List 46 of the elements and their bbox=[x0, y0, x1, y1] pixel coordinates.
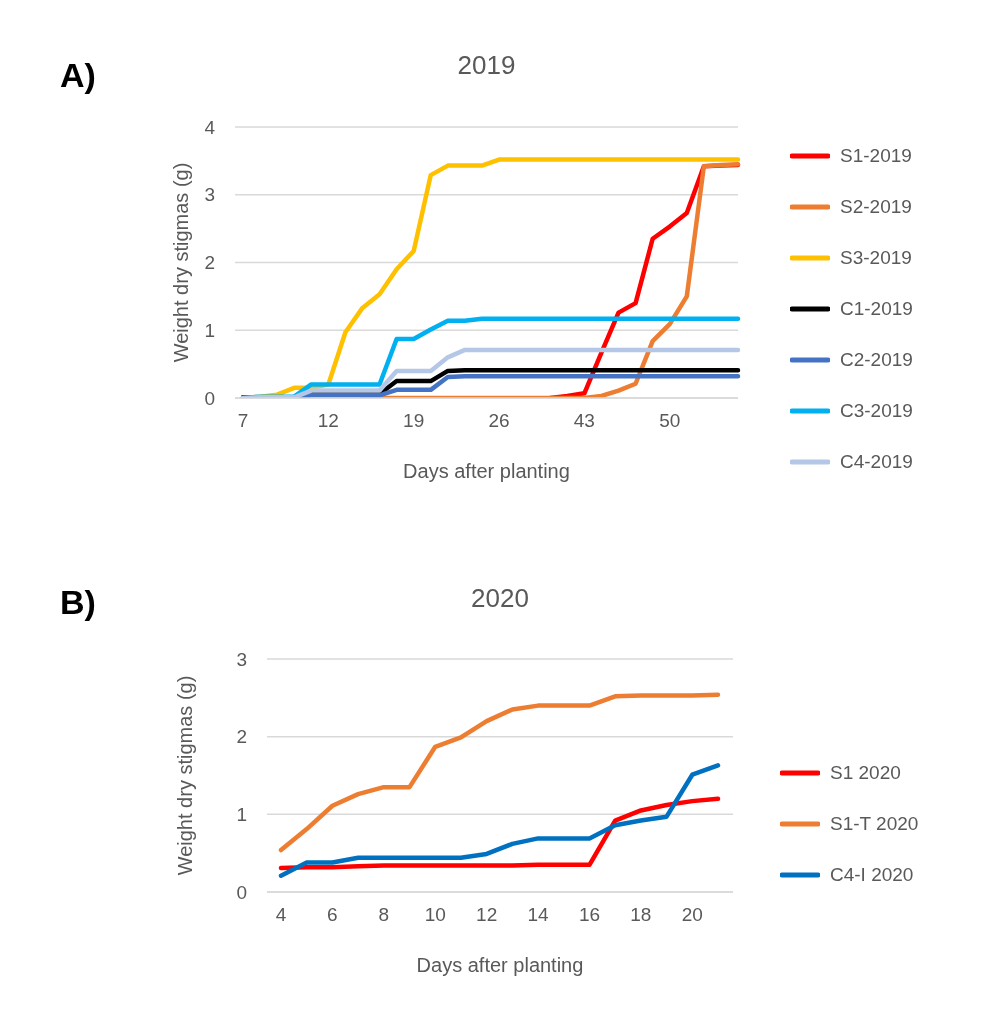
x-tick-label: 7 bbox=[237, 410, 249, 432]
x-tick-label: 14 bbox=[527, 904, 550, 926]
text: A) bbox=[60, 56, 96, 95]
chart-title: 2020 bbox=[470, 583, 530, 614]
x-tick-label: 16 bbox=[578, 904, 601, 926]
line-series bbox=[278, 692, 721, 853]
legend-label: S1-2019 bbox=[840, 144, 912, 167]
y-tick-label: 1 bbox=[236, 804, 247, 826]
legend-label: C4-I 2020 bbox=[830, 863, 914, 886]
legend-label: S3-2019 bbox=[840, 246, 912, 269]
legend-label: S1 2020 bbox=[830, 761, 901, 784]
x-axis-title: Days after planting bbox=[416, 954, 584, 976]
y-axis-title: Weight dry stigmas (g) bbox=[174, 675, 197, 876]
y-tick-label: 4 bbox=[204, 116, 216, 138]
x-tick-label: 19 bbox=[403, 410, 425, 432]
y-tick-label: 0 bbox=[204, 387, 215, 409]
y-tick-label: 0 bbox=[236, 881, 247, 903]
x-tick-label: 6 bbox=[327, 904, 338, 926]
line-series bbox=[240, 347, 741, 398]
legend-label: C1-2019 bbox=[840, 297, 913, 320]
x-tick-label: 12 bbox=[476, 904, 498, 926]
text: B) bbox=[60, 583, 96, 622]
legend-label: C3-2019 bbox=[840, 399, 913, 422]
x-tick-label: 12 bbox=[317, 410, 339, 432]
legend-label: S1-T 2020 bbox=[830, 812, 919, 835]
y-tick-label: 3 bbox=[204, 184, 215, 206]
y-tick-label: 2 bbox=[236, 726, 247, 748]
x-tick-label: 20 bbox=[681, 904, 703, 926]
y-axis-title: Weight dry stigmas (g) bbox=[170, 162, 193, 363]
legend-label: S2-2019 bbox=[840, 195, 912, 218]
x-tick-label: 43 bbox=[573, 410, 595, 432]
y-tick-label: 3 bbox=[236, 648, 247, 670]
x-tick-label: 26 bbox=[488, 410, 510, 432]
x-axis-title: Days after planting bbox=[403, 460, 570, 482]
line-series bbox=[278, 763, 721, 878]
x-tick-label: 10 bbox=[424, 904, 446, 926]
x-tick-label: 50 bbox=[659, 410, 681, 432]
line-series bbox=[278, 796, 721, 871]
legend-label: C4-2019 bbox=[840, 450, 913, 473]
x-tick-label: 8 bbox=[378, 904, 390, 926]
x-tick-label: 18 bbox=[630, 904, 652, 926]
y-tick-label: 2 bbox=[204, 252, 215, 274]
chart-title: 2019 bbox=[456, 50, 517, 81]
legend-label: C2-2019 bbox=[840, 348, 913, 371]
x-tick-label: 4 bbox=[275, 904, 287, 926]
y-tick-label: 1 bbox=[204, 319, 215, 341]
